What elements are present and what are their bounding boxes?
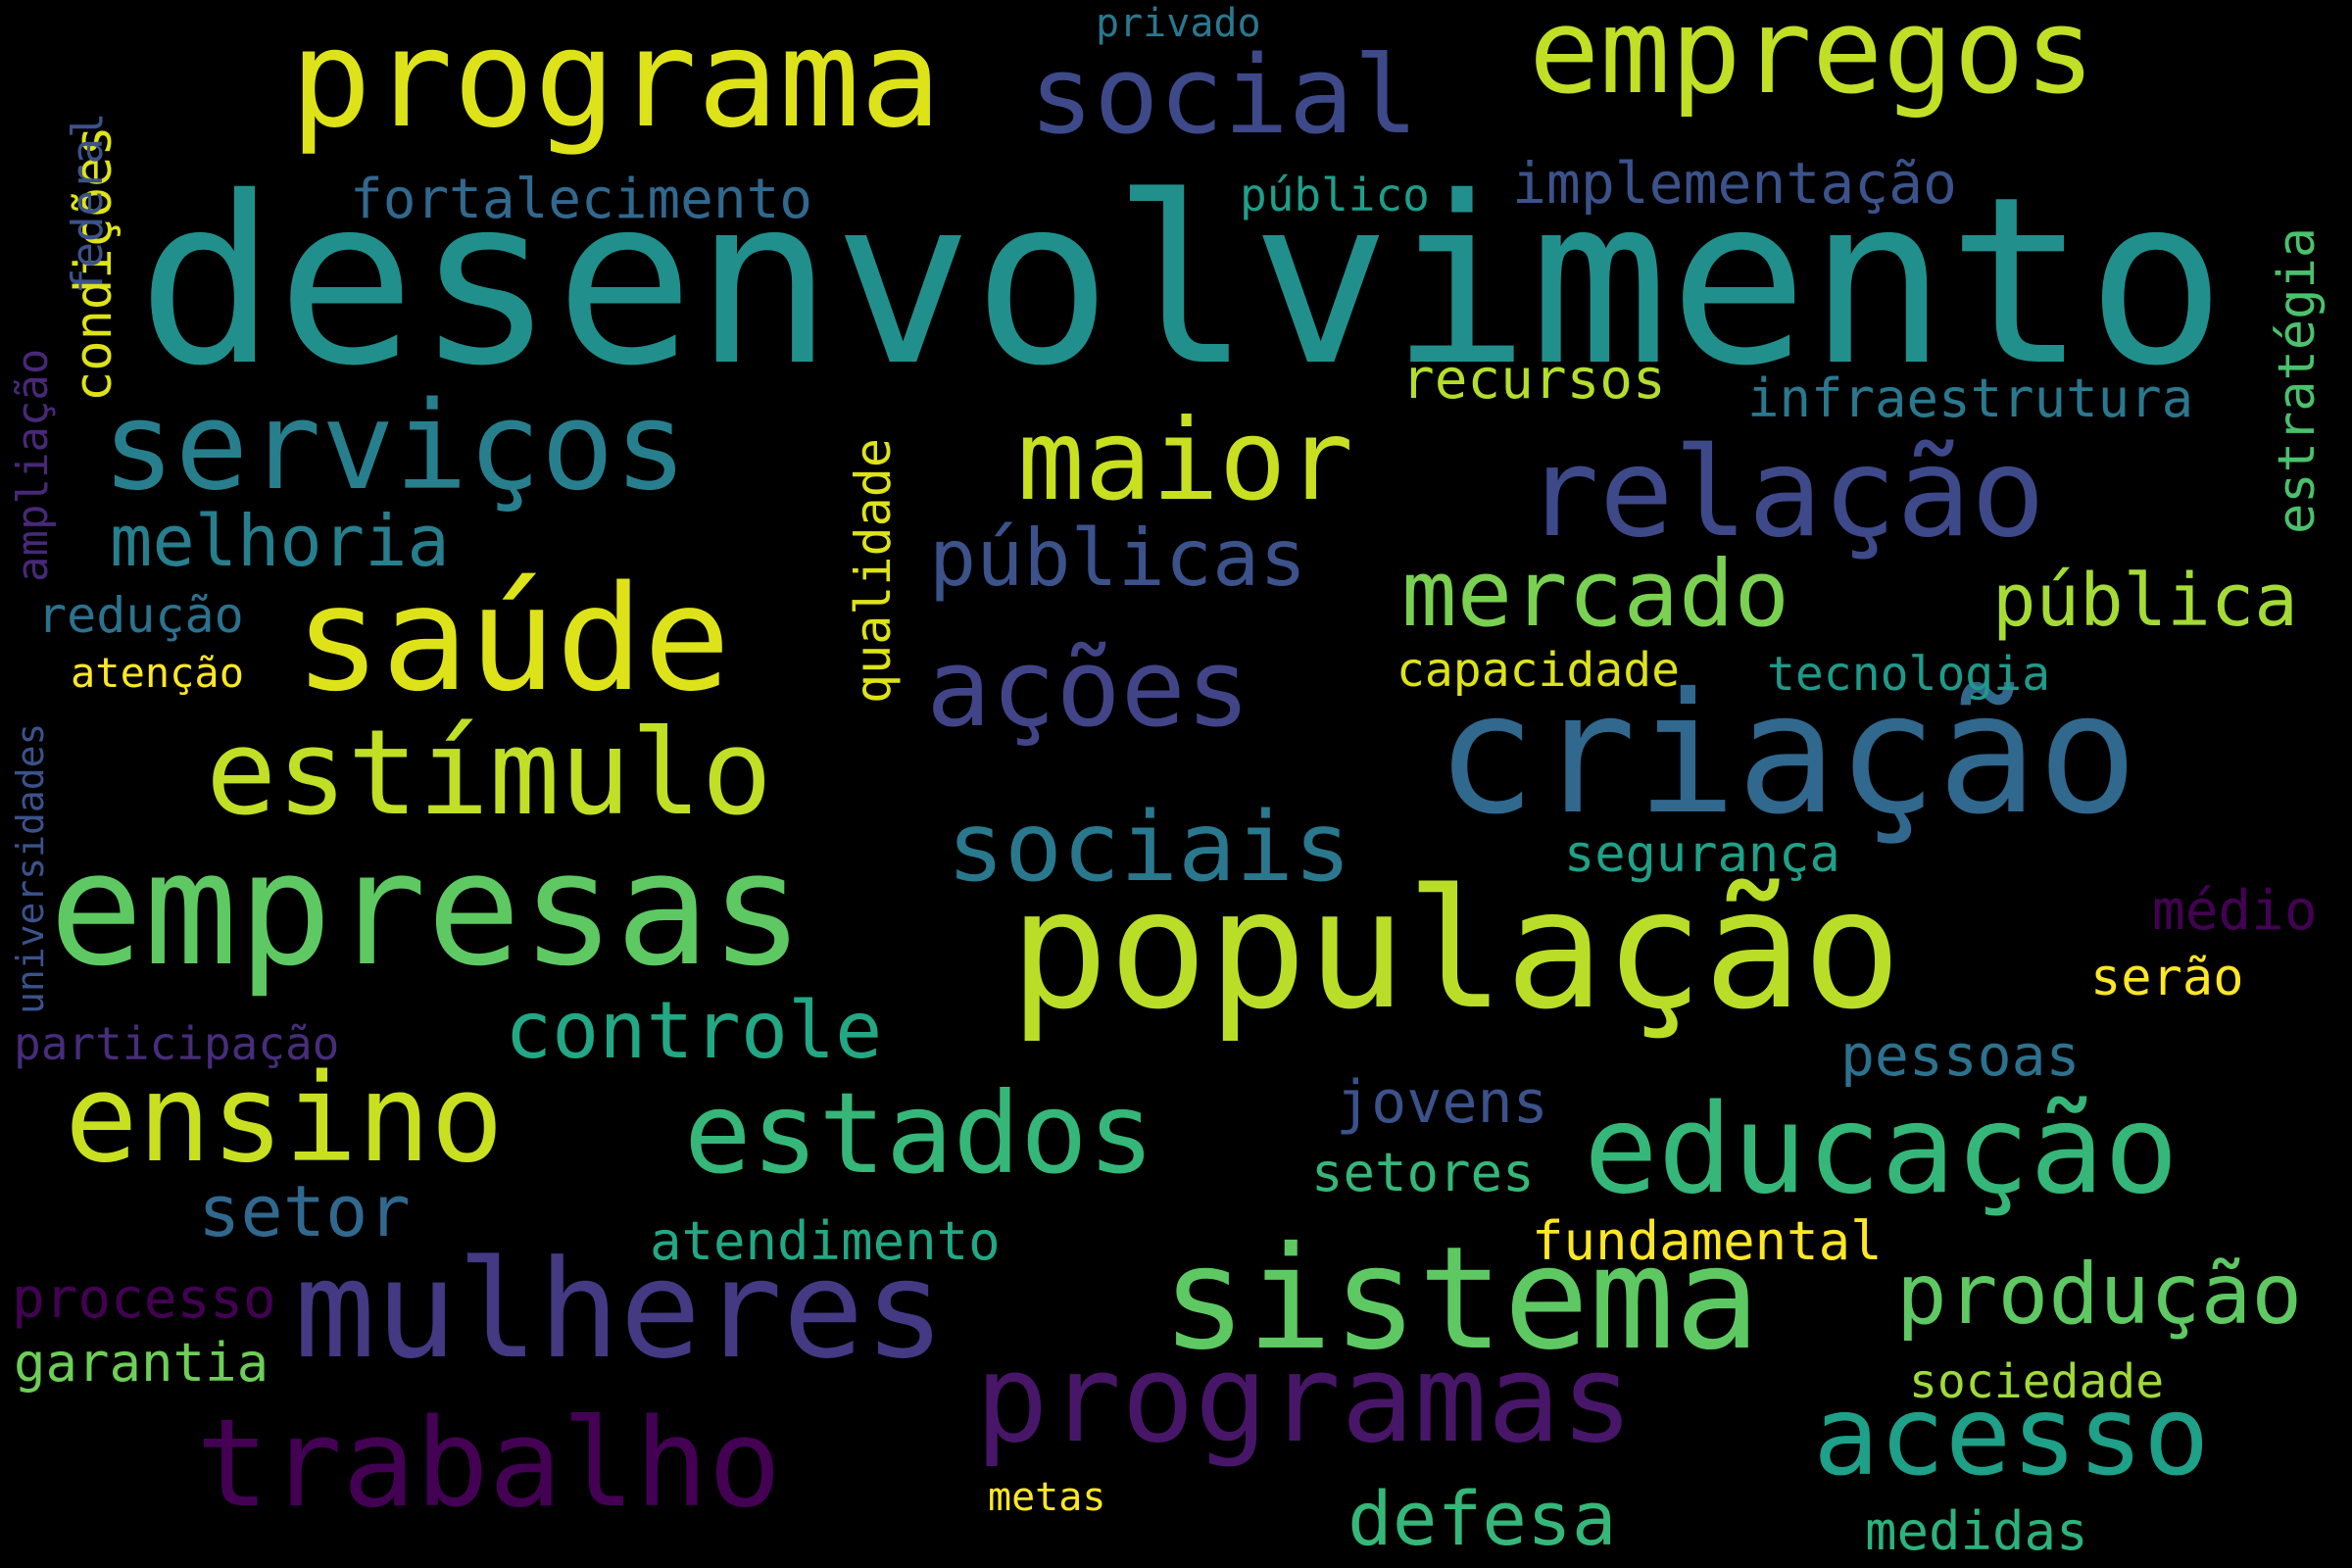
word-maior: maior <box>1017 395 1354 525</box>
word-reducao: redução <box>37 587 244 644</box>
word-garantia: garantia <box>14 1332 270 1394</box>
word-atendimento: atendimento <box>650 1210 1001 1272</box>
word-ensino: ensino <box>65 1049 504 1190</box>
word-recursos: recursos <box>1401 348 1666 412</box>
word-empregos: empregos <box>1529 0 2095 121</box>
word-servicos: serviços <box>102 376 688 517</box>
word-sistema: sistema <box>1161 1216 1761 1382</box>
word-publicas: públicas <box>929 513 1307 604</box>
word-estrategia: estratégia <box>2268 226 2327 534</box>
word-serao: serão <box>2090 949 2244 1007</box>
word-metas: metas <box>988 1475 1106 1520</box>
word-producao: produção <box>1896 1246 2303 1344</box>
word-qualidade: qualidade <box>845 438 902 704</box>
word-privado: privado <box>1096 1 1261 46</box>
word-setores: setores <box>1311 1142 1535 1203</box>
word-controle: controle <box>505 985 883 1076</box>
word-atencao: atenção <box>71 649 245 697</box>
word-capacidade: capacidade <box>1396 643 1680 698</box>
word-pessoas: pessoas <box>1840 1022 2081 1089</box>
word-setor: setor <box>198 1170 411 1252</box>
word-estados: estados <box>684 1068 1155 1199</box>
word-programa: programa <box>290 0 942 158</box>
word-acoes: ações <box>926 625 1251 751</box>
word-jovens: jovens <box>1336 1068 1548 1137</box>
word-defesa: defesa <box>1348 1475 1617 1562</box>
word-sociais: sociais <box>947 792 1352 904</box>
word-processo: processo <box>12 1267 276 1331</box>
word-desenvolvimento: desenvolvimento <box>137 147 2227 416</box>
word-infraestrutura: infraestrutura <box>1747 368 2194 429</box>
word-medio: médio <box>2152 879 2318 943</box>
word-mulheres: mulheres <box>294 1231 946 1389</box>
word-populacao: população <box>1009 854 1902 1046</box>
word-relacao: relação <box>1525 420 2046 564</box>
word-empresas: empresas <box>49 817 805 1001</box>
word-social: social <box>1029 32 1419 158</box>
word-sociedade: sociedade <box>1909 1354 2165 1409</box>
word-federal: federal <box>63 112 113 294</box>
word-universidades: universidades <box>9 722 52 1014</box>
word-publica: pública <box>1992 559 2298 643</box>
word-estimulo: estímulo <box>206 706 772 842</box>
word-criacao: criação <box>1436 658 2138 852</box>
word-acesso: acesso <box>1813 1373 2210 1500</box>
word-seguranca: segurança <box>1564 825 1840 884</box>
word-fortalecimento: fortalecimento <box>350 168 813 231</box>
word-implementacao: implementação <box>1512 150 1957 217</box>
word-trabalho: trabalho <box>196 1394 782 1535</box>
word-medidas: medidas <box>1865 1500 2088 1562</box>
word-saude: saúde <box>294 555 731 723</box>
word-melhoria: melhoria <box>110 500 450 582</box>
word-mercado: mercado <box>1401 541 1790 648</box>
word-participacao: participação <box>14 1017 340 1070</box>
word-tecnologia: tecnologia <box>1767 647 2050 702</box>
word-programas: programas <box>975 1329 1634 1470</box>
word-publico: público <box>1240 169 1430 221</box>
word-ampliacao: ampliação <box>8 348 58 582</box>
word-educacao: educação <box>1584 1077 2179 1221</box>
word-fundamental: fundamental <box>1532 1210 1883 1272</box>
